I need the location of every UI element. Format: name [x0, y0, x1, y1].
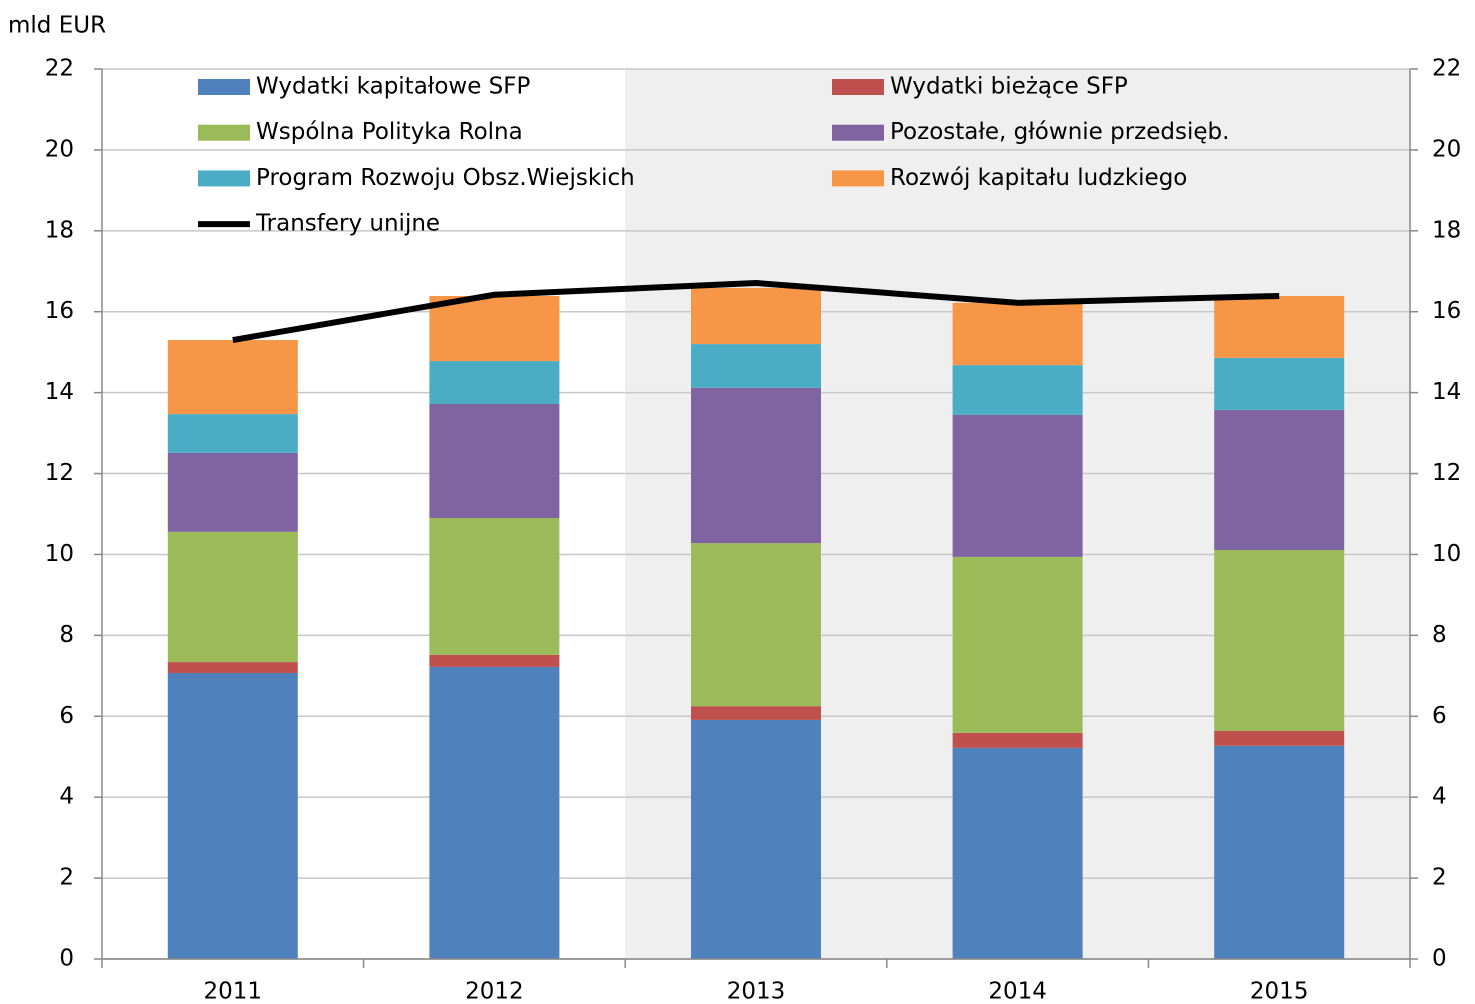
y2-tick-label: 6: [1432, 703, 1447, 729]
y-tick-label: 20: [45, 136, 74, 162]
y-tick-label: 2: [59, 865, 74, 891]
x-tick-label: 2011: [204, 979, 263, 1004]
y-tick-label: 4: [59, 784, 74, 810]
y2-tick-label: 12: [1432, 460, 1461, 486]
legend-label: Rozwój kapitału ludzkiego: [890, 165, 1187, 191]
y2-tick-label: 18: [1432, 217, 1461, 243]
y2-tick-label: 4: [1432, 784, 1447, 810]
bar-segment: [952, 302, 1083, 366]
bar-segment: [1214, 745, 1345, 959]
bar-segment: [167, 452, 298, 532]
legend-swatch: [198, 124, 250, 141]
bar-segment: [952, 414, 1083, 557]
x-tick-label: 2012: [465, 979, 524, 1004]
y-tick-label: 6: [59, 703, 74, 729]
legend-label: Transfery unijne: [255, 211, 440, 237]
x-tick-label: 2014: [988, 979, 1047, 1004]
y2-tick-label: 2: [1432, 865, 1447, 891]
y-tick-label: 16: [45, 298, 74, 324]
y2-tick-label: 0: [1432, 946, 1447, 972]
bar-segment: [167, 672, 298, 959]
legend-label: Wydatki bieżące SFP: [890, 74, 1128, 100]
x-tick-label: 2013: [727, 979, 786, 1004]
bar-segment: [1214, 410, 1345, 551]
legend-swatch: [832, 124, 884, 141]
bar-segment: [952, 732, 1083, 748]
y2-tick-label: 10: [1432, 541, 1461, 567]
y2-tick-label: 22: [1432, 56, 1461, 82]
bar-segment: [691, 543, 821, 707]
y-tick-label: 10: [45, 541, 74, 567]
bar-segment: [1214, 730, 1345, 746]
bar-segment: [952, 556, 1083, 733]
y-tick-label: 8: [59, 622, 74, 648]
legend-swatch: [832, 79, 884, 95]
bar-segment: [429, 295, 560, 362]
bar-segment: [167, 340, 298, 415]
line-series: [232, 280, 1280, 344]
legend-swatch: [198, 79, 250, 95]
y2-tick-label: 8: [1432, 622, 1447, 648]
legend-label: Pozostałe, głównie przedsięb.: [890, 119, 1229, 145]
bar-segment: [429, 654, 560, 667]
bar-segment: [691, 287, 821, 345]
legend-label: Wydatki kapitałowe SFP: [256, 74, 531, 100]
bar-segment: [691, 387, 821, 544]
bar-segment: [691, 344, 821, 388]
bar-segment: [167, 414, 298, 453]
bar-segment: [429, 518, 560, 655]
bar-segment: [952, 747, 1083, 959]
legend-swatch: [832, 170, 884, 187]
bar-segment: [429, 403, 560, 519]
y-tick-label: 0: [59, 946, 74, 972]
y-tick-label: 14: [45, 379, 74, 405]
legend-label: Wspólna Polityka Rolna: [256, 119, 523, 145]
bar-segment: [1214, 295, 1345, 358]
bar-segment: [691, 719, 821, 959]
bar-segment: [952, 365, 1083, 415]
y2-tick-label: 16: [1432, 298, 1461, 324]
bar-segment: [167, 662, 298, 673]
legend-swatch: [198, 170, 250, 187]
bar-segment: [1214, 357, 1345, 411]
y2-tick-label: 14: [1432, 379, 1461, 405]
bar-segment: [429, 361, 560, 404]
bar-segment: [1214, 550, 1345, 731]
bar-segment: [167, 531, 298, 663]
y2-tick-label: 20: [1432, 136, 1461, 162]
y-tick-label: 12: [45, 460, 74, 486]
x-tick-label: 2015: [1250, 979, 1309, 1004]
y-axis-label: mld EUR: [8, 13, 106, 39]
legend-label: Program Rozwoju Obsz.Wiejskich: [256, 165, 635, 191]
y-tick-label: 22: [45, 56, 74, 82]
bar-segment: [691, 706, 821, 720]
bar-segment: [429, 666, 560, 959]
y-tick-label: 18: [45, 217, 74, 243]
